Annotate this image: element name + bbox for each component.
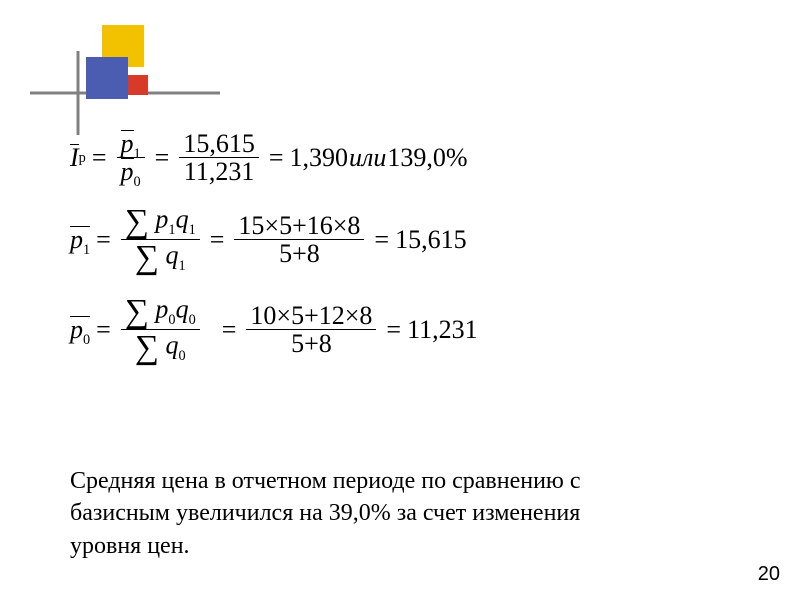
ip-or-word: или [349,143,386,173]
p1-result: 15,615 [395,225,467,255]
slide-logo [30,15,210,125]
p0-calcfrac: 10×5+12×8 5+8 [246,302,376,358]
prose-line3: уровня цен. [70,533,190,559]
equation-p1: p1 = ∑ p1q1 ∑ q1 = 15×5+16×8 5+8 = 15,61… [70,204,730,276]
equations-block: Ip = p1 p0 = 15,615 11,231 = 1,390 или 1… [70,120,730,384]
p0-sumfrac: ∑ p0q0 ∑ q0 [121,294,200,366]
equation-p0: p0 = ∑ p0q0 ∑ q0 = 10×5+12×8 5+8 = 11,23… [70,294,730,366]
prose-line2: базисным увеличился на 39,0% за счет изм… [70,500,580,526]
prose-line1: Средняя цена в отчетном периоде по сравн… [70,468,581,494]
equation-ip: Ip = p1 p0 = 15,615 11,231 = 1,390 или 1… [70,130,730,186]
conclusion-text: Средняя цена в отчетном периоде по сравн… [70,465,720,562]
ip-result-decimal: 1,390 [290,143,349,173]
p0-result: 11,231 [407,315,478,345]
ip-barfrac: p1 p0 [117,130,145,186]
p1-sumfrac: ∑ p1q1 ∑ q1 [121,204,200,276]
p1-calcfrac: 15×5+16×8 5+8 [234,212,364,268]
ip-lhs-symbol: I [70,143,79,172]
page-number: 20 [758,563,780,586]
ip-result-percent: 139,0% [387,143,467,173]
ip-numfrac: 15,615 11,231 [179,130,259,186]
